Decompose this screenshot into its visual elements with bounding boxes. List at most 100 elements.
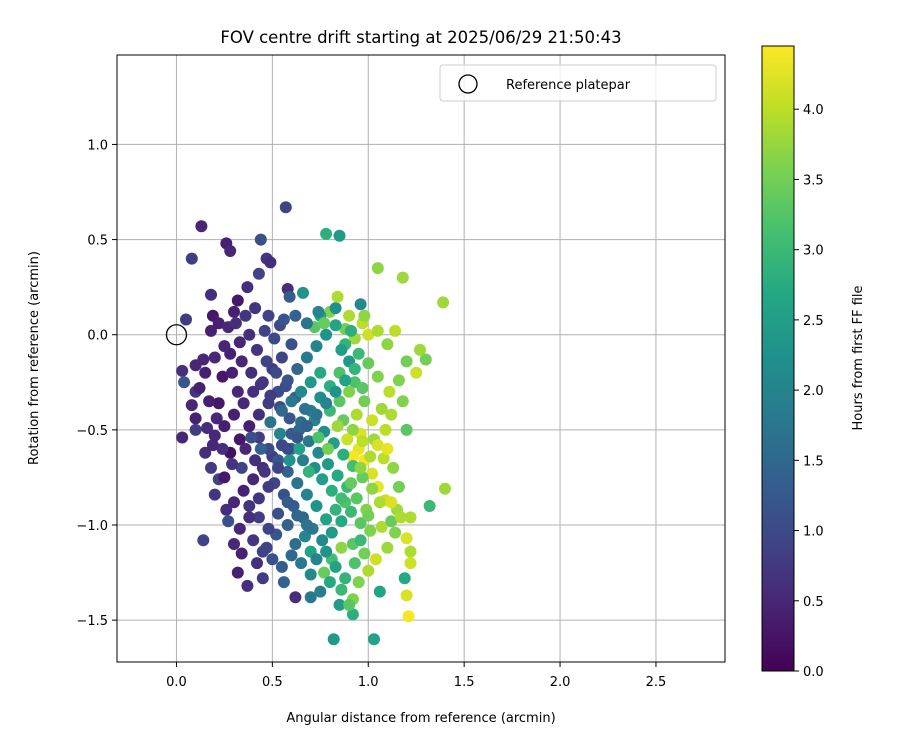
scatter-point <box>299 530 311 543</box>
scatter-point <box>318 566 331 579</box>
scatter-point <box>279 380 292 393</box>
y-axis-label: Rotation from reference (arcmin) <box>27 251 42 465</box>
scatter-point <box>400 589 413 602</box>
scatter-point <box>322 442 334 455</box>
scatter-point <box>283 290 296 303</box>
y-tick-label: −1.5 <box>76 614 108 629</box>
scatter-point <box>398 572 411 585</box>
colorbar-tick-label: 2.0 <box>803 384 824 399</box>
scatter-point <box>252 492 265 505</box>
colorbar-label: Hours from first FF file <box>851 285 866 430</box>
legend-label-reference: Reference platepar <box>506 78 631 93</box>
scatter-point <box>383 385 396 398</box>
scatter-point <box>373 585 386 598</box>
scatter-point <box>228 408 240 421</box>
scatter-point <box>310 340 323 353</box>
scatter-point <box>258 465 271 478</box>
scatter-point <box>228 305 240 318</box>
x-tick-label: 1.0 <box>358 675 379 690</box>
colorbar-tick-label: 0.0 <box>803 665 824 680</box>
scatter-point <box>233 522 246 535</box>
scatter-point <box>266 553 279 566</box>
scatter-point <box>231 566 244 579</box>
scatter-point <box>343 309 356 322</box>
x-tick-label: 1.5 <box>454 675 475 690</box>
scatter-point <box>285 338 298 351</box>
scatter-point <box>275 404 288 417</box>
scatter-point <box>320 397 333 410</box>
scatter-point <box>304 591 317 604</box>
scatter-point <box>262 309 275 322</box>
scatter-point <box>352 576 365 589</box>
scatter-point <box>300 317 313 330</box>
scatter-point <box>318 317 331 330</box>
scatter-point <box>224 245 237 257</box>
scatter-point <box>400 532 413 545</box>
scatter-point <box>249 454 262 467</box>
scatter-point <box>404 545 417 558</box>
scatter-point <box>193 382 206 394</box>
scatter-point <box>235 461 248 474</box>
y-tick-label: −1.0 <box>76 519 108 534</box>
scatter-point <box>419 353 432 366</box>
scatter-point <box>228 538 240 550</box>
scatter-point <box>368 633 380 646</box>
scatter-point <box>358 547 371 560</box>
scatter-point <box>247 534 260 547</box>
scatter-point <box>281 465 294 478</box>
scatter-point <box>343 385 356 398</box>
colorbar-tick-label: 4.0 <box>803 103 824 118</box>
scatter-point <box>320 545 333 558</box>
scatter-point <box>245 431 258 444</box>
scatter-point <box>329 385 342 398</box>
scatter-point <box>312 431 325 444</box>
scatter-point <box>176 364 189 377</box>
scatter-point <box>285 549 298 562</box>
scatter-point <box>197 534 210 547</box>
scatter-point <box>256 572 269 585</box>
scatter-point <box>235 547 248 560</box>
scatter-point <box>283 454 296 467</box>
scatter-point <box>414 343 426 356</box>
reference-platepar-marker <box>165 324 188 346</box>
scatter-point <box>300 488 313 501</box>
scatter-point <box>327 633 340 646</box>
scatter-point <box>208 351 221 364</box>
chart-title: FOV centre drift starting at 2025/06/29 … <box>220 28 621 47</box>
scatter-point <box>210 412 223 425</box>
scatter-point <box>189 423 202 436</box>
y-tick-label: −0.5 <box>76 424 108 439</box>
scatter-point <box>314 585 327 598</box>
scatter-point <box>377 452 390 465</box>
scatter-point <box>206 439 219 452</box>
scatter-point <box>243 328 256 341</box>
scatter-point <box>291 431 304 444</box>
scatter-point <box>264 256 277 269</box>
scatter-point <box>331 469 344 482</box>
scatter-point <box>300 420 313 433</box>
scatter-point <box>220 503 233 516</box>
x-tick-label: 2.0 <box>550 675 571 690</box>
scatter-point <box>264 416 277 429</box>
scatter-point <box>346 450 359 463</box>
scatter-point <box>329 302 342 315</box>
scatter-point <box>410 366 423 379</box>
scatter-point <box>304 376 317 389</box>
scatter-point <box>189 412 202 425</box>
scatter-point <box>241 281 254 294</box>
scatter-point <box>354 461 367 474</box>
scatter-point <box>252 267 265 280</box>
scatter-point <box>205 288 217 301</box>
plot-frame <box>116 54 726 663</box>
scatter-point <box>396 395 409 408</box>
y-tick-label: 1.0 <box>87 138 108 153</box>
scatter-point <box>362 357 375 370</box>
scatter-point <box>203 395 216 408</box>
colorbar-tick-label: 1.5 <box>803 454 824 469</box>
scatter-point <box>389 526 402 539</box>
scatter-point <box>371 370 384 383</box>
scatter-point <box>295 385 308 398</box>
reference-marker-layer <box>165 324 188 346</box>
scatter-point <box>241 579 254 592</box>
